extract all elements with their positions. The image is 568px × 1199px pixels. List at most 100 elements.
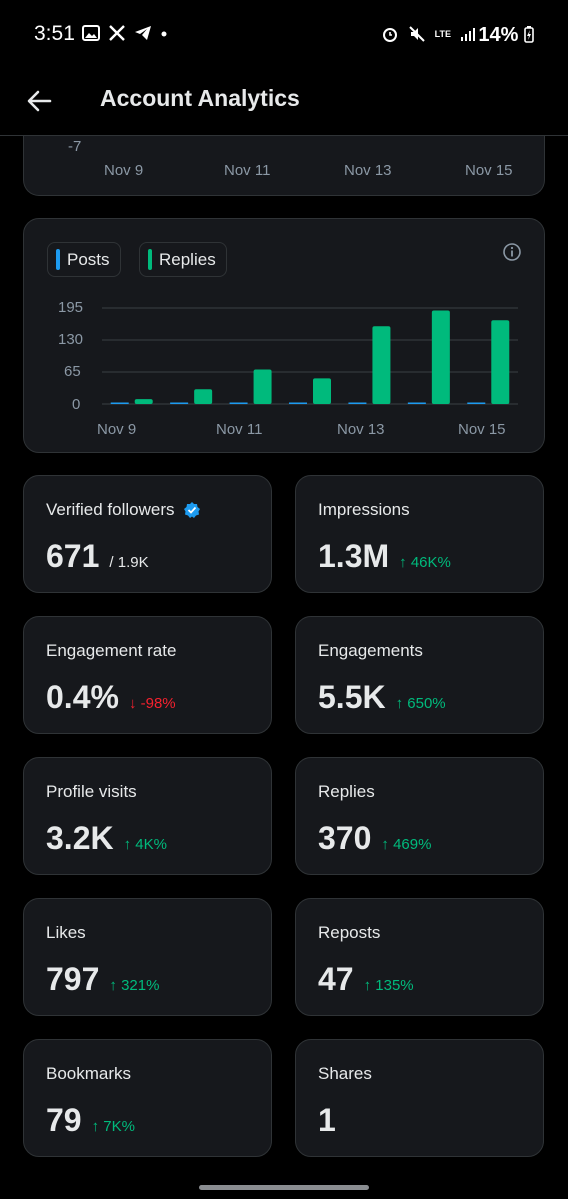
status-bar: 3:51 LTE 14% bbox=[0, 0, 568, 70]
x-tick-label: Nov 9 bbox=[97, 421, 137, 438]
metric-label: Replies bbox=[318, 782, 375, 802]
metric-value-row: 3.2K ↑ 4K% bbox=[46, 820, 167, 857]
legend-swatch-replies bbox=[148, 249, 152, 270]
arrow-up-icon: ↑ bbox=[395, 695, 408, 712]
back-button[interactable] bbox=[22, 84, 56, 118]
legend-label: Replies bbox=[159, 249, 216, 269]
metric-label-text: Impressions bbox=[318, 500, 410, 519]
posts-replies-chart-card: Posts Replies 195 130 65 0 Nov 9 Nov 11 … bbox=[23, 218, 545, 453]
metric-label-text: Engagements bbox=[318, 641, 423, 660]
metric-value-row: 1 bbox=[318, 1102, 336, 1139]
metric-label: Verified followers bbox=[46, 500, 201, 520]
metric-label-text: Likes bbox=[46, 923, 86, 942]
battery-percent: 14% bbox=[478, 24, 534, 47]
metric-value: 671 bbox=[46, 538, 100, 574]
bar-replies-6[interactable] bbox=[491, 320, 510, 404]
x-tick-label: Nov 9 bbox=[104, 162, 144, 179]
legend-posts[interactable]: Posts bbox=[47, 242, 121, 277]
telegram-icon bbox=[135, 26, 151, 40]
metric-label-text: Replies bbox=[318, 782, 375, 801]
metric-total: / 1.9K bbox=[109, 554, 149, 571]
metric-label: Engagements bbox=[318, 641, 423, 661]
bar-posts-2[interactable] bbox=[229, 402, 248, 405]
metric-value: 370 bbox=[318, 820, 372, 856]
metric-label: Reposts bbox=[318, 923, 380, 943]
metric-change: ↑ 469% bbox=[381, 836, 432, 853]
bar-posts-5[interactable] bbox=[407, 402, 426, 405]
bar-replies-3[interactable] bbox=[313, 378, 331, 404]
info-icon[interactable] bbox=[502, 242, 522, 262]
x-tick-label: Nov 13 bbox=[344, 162, 392, 179]
metric-change: ↑ 650% bbox=[395, 695, 446, 712]
legend-label: Posts bbox=[67, 249, 110, 269]
signal-icon bbox=[461, 28, 475, 41]
bar-posts-0[interactable] bbox=[110, 402, 129, 405]
bar-posts-1[interactable] bbox=[170, 402, 189, 405]
metric-value-row: 0.4% ↓ -98% bbox=[46, 679, 176, 716]
y-tick-label: 195 bbox=[58, 299, 84, 316]
legend-replies[interactable]: Replies bbox=[139, 242, 227, 277]
lte-indicator: LTE bbox=[434, 28, 451, 39]
status-time: 3:51 bbox=[34, 22, 75, 45]
metric-change: ↑ 46K% bbox=[399, 554, 451, 571]
page-title: Account Analytics bbox=[100, 85, 300, 111]
bar-posts-3[interactable] bbox=[289, 402, 307, 405]
posts-replies-bar-chart bbox=[102, 307, 518, 405]
bar-posts-6[interactable] bbox=[467, 402, 486, 405]
arrow-up-icon: ↑ bbox=[381, 836, 394, 853]
metric-change: ↑ 4K% bbox=[123, 836, 167, 853]
app-header: Account Analytics bbox=[0, 70, 568, 136]
metric-card-engagement-rate[interactable]: Engagement rate 0.4% ↓ -98% bbox=[23, 616, 272, 734]
metric-label-text: Bookmarks bbox=[46, 1064, 132, 1083]
x-tick-label: Nov 11 bbox=[216, 421, 263, 438]
metric-card-engagements[interactable]: Engagements 5.5K ↑ 650% bbox=[295, 616, 544, 734]
arrow-up-icon: ↑ bbox=[109, 977, 122, 994]
x-tick-label: Nov 13 bbox=[337, 421, 385, 438]
metric-change: ↑ 7K% bbox=[91, 1118, 135, 1135]
bar-replies-5[interactable] bbox=[431, 310, 450, 404]
y-tick-label: 0 bbox=[72, 396, 81, 413]
bar-replies-1[interactable] bbox=[194, 389, 213, 404]
arrow-up-icon: ↑ bbox=[399, 554, 411, 571]
battery-charging-icon bbox=[524, 26, 534, 43]
x-tick-label: Nov 15 bbox=[465, 162, 513, 179]
metric-value: 1 bbox=[318, 1102, 336, 1138]
arrow-up-icon: ↑ bbox=[363, 977, 376, 994]
verified-badge-icon bbox=[183, 502, 200, 518]
metric-value: 3.2K bbox=[46, 820, 114, 856]
y-tick-label: 130 bbox=[58, 331, 84, 348]
metric-card-bookmarks[interactable]: Bookmarks 79 ↑ 7K% bbox=[23, 1039, 272, 1157]
metric-value: 0.4% bbox=[46, 679, 119, 715]
metric-card-impressions[interactable]: Impressions 1.3M ↑ 46K% bbox=[295, 475, 544, 593]
metric-value: 47 bbox=[318, 961, 354, 997]
mute-icon bbox=[408, 26, 425, 42]
metric-card-likes[interactable]: Likes 797 ↑ 321% bbox=[23, 898, 272, 1016]
arrow-up-icon: ↑ bbox=[91, 1118, 104, 1135]
metric-value-row: 671 / 1.9K bbox=[46, 538, 149, 575]
alarm-icon bbox=[382, 28, 397, 42]
home-indicator[interactable] bbox=[199, 1185, 369, 1190]
metric-value: 797 bbox=[46, 961, 100, 997]
metric-card-profile-visits[interactable]: Profile visits 3.2K ↑ 4K% bbox=[23, 757, 272, 875]
metric-value-row: 1.3M ↑ 46K% bbox=[318, 538, 451, 575]
metric-card-shares[interactable]: Shares 1 bbox=[295, 1039, 544, 1157]
metric-card-replies[interactable]: Replies 370 ↑ 469% bbox=[295, 757, 544, 875]
metric-label: Engagement rate bbox=[46, 641, 176, 661]
y-tick-label: 65 bbox=[64, 363, 81, 380]
metric-value-row: 79 ↑ 7K% bbox=[46, 1102, 135, 1139]
bar-replies-4[interactable] bbox=[372, 326, 391, 404]
metric-label-text: Engagement rate bbox=[46, 641, 177, 660]
metric-label-text: Shares bbox=[318, 1064, 372, 1083]
metric-change: ↑ 135% bbox=[363, 977, 414, 994]
metric-card-reposts[interactable]: Reposts 47 ↑ 135% bbox=[295, 898, 544, 1016]
x-logo-icon bbox=[109, 25, 125, 41]
metric-label: Bookmarks bbox=[46, 1064, 131, 1084]
metric-value: 1.3M bbox=[318, 538, 390, 574]
metric-label: Shares bbox=[318, 1064, 372, 1084]
metric-label: Profile visits bbox=[46, 782, 137, 802]
bar-replies-0[interactable] bbox=[134, 399, 153, 404]
metric-label-text: Reposts bbox=[318, 923, 381, 942]
bar-posts-4[interactable] bbox=[348, 402, 367, 405]
metric-card-verified-followers[interactable]: Verified followers 671 / 1.9K bbox=[23, 475, 272, 593]
bar-replies-2[interactable] bbox=[253, 369, 272, 404]
